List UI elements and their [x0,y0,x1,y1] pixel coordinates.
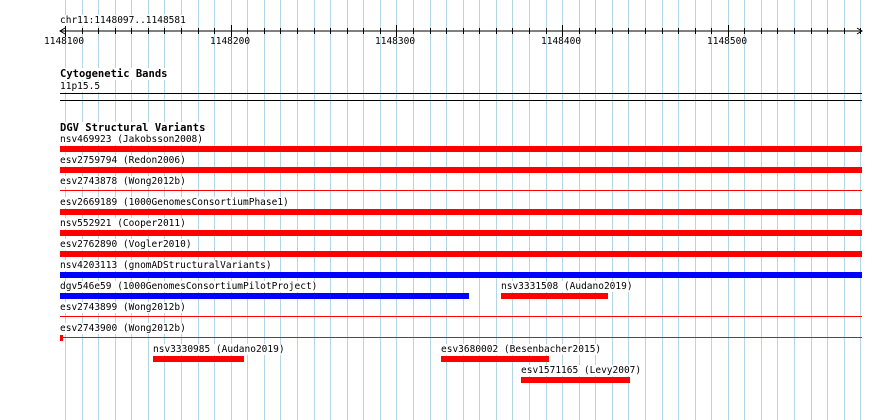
cytoband-feature[interactable] [60,93,862,94]
ruler-tick-label: 1148400 [541,36,582,47]
location-label: chr11:1148097..1148581 [60,15,187,26]
variant-feature-stub[interactable] [60,335,63,341]
variant-label[interactable]: nsv3330985 (Audano2019) [153,344,286,355]
ruler-arrow-left [59,27,66,35]
variant-feature[interactable] [60,146,862,152]
variant-feature[interactable] [60,230,862,236]
track-title-cytogenetic-bands[interactable]: Cytogenetic Bands [60,68,169,80]
variant-label[interactable]: esv2743899 (Wong2012b) [60,302,187,313]
variant-feature[interactable] [153,356,244,362]
variant-feature[interactable] [60,316,862,317]
ruler-tick-label: 1148500 [707,36,748,47]
ruler-tick-label: 1148100 [44,36,85,47]
variant-label[interactable]: esv1571165 (Levy2007) [521,365,643,376]
variant-feature[interactable] [441,356,549,362]
variant-feature[interactable] [60,251,862,257]
variant-label[interactable]: esv3680002 (Besenbacher2015) [441,344,603,355]
variant-label[interactable]: esv2762890 (Vogler2010) [60,239,193,250]
cytoband-label[interactable]: 11p15.5 [60,81,102,92]
variant-label[interactable]: esv2759794 (Redon2006) [60,155,187,166]
ruler-tick-label: 1148200 [210,36,251,47]
variant-label[interactable]: esv2669189 (1000GenomesConsortiumPhase1) [60,197,290,208]
variant-label[interactable]: nsv552921 (Cooper2011) [60,218,187,229]
variant-label[interactable]: esv2743900 (Wong2012b) [60,323,187,334]
variant-feature[interactable] [501,293,608,299]
variant-feature[interactable] [60,190,862,191]
track-title-dgv-structural-variants[interactable]: DGV Structural Variants [60,122,207,134]
variant-feature[interactable] [521,377,630,383]
ruler-tick-label: 1148300 [375,36,416,47]
variant-label[interactable]: dgv546e59 (1000GenomesConsortiumPilotPro… [60,281,319,292]
ruler-arrow-right [856,27,863,35]
cytoband-border [60,100,862,101]
ruler [59,25,863,37]
variant-label[interactable]: nsv4203113 (gnomADStructuralVariants) [60,260,273,271]
variant-label[interactable]: esv2743878 (Wong2012b) [60,176,187,187]
variant-feature[interactable] [60,167,862,173]
variant-feature[interactable] [60,209,862,215]
variant-label[interactable]: nsv469923 (Jakobsson2008) [60,134,204,145]
variant-feature[interactable] [60,293,469,299]
variant-feature[interactable] [60,272,862,278]
variant-feature[interactable] [60,337,862,338]
variant-label[interactable]: nsv3331508 (Audano2019) [501,281,634,292]
